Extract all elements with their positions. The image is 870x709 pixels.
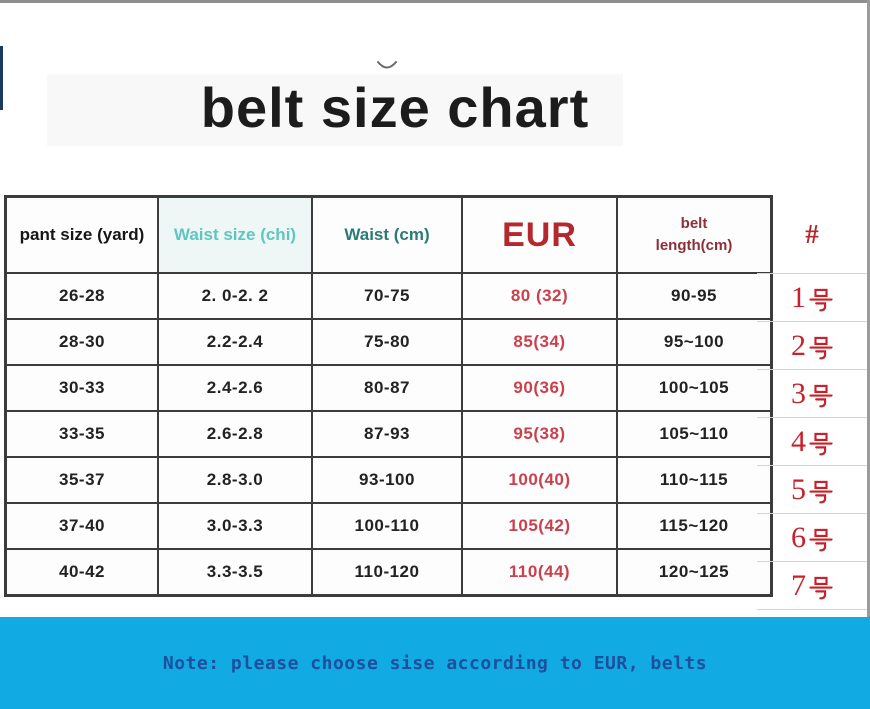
number-column-header: #: [805, 218, 819, 249]
footer-note-bar: Note: please choose sise according to EU…: [0, 617, 870, 709]
page-title: belt size chart: [200, 76, 590, 139]
cell-waist-size-chi: 3.3-3.5: [157, 548, 313, 597]
size-number-digit: 1: [791, 280, 806, 314]
table-row: 26-28 2. 0-2. 2 70-75 80 (32) 90-95: [4, 272, 773, 320]
hao-character-icon: [809, 384, 833, 407]
cell-belt-length: 115~120: [616, 502, 773, 550]
size-number-digit: 6: [791, 520, 806, 554]
cell-waist-size-chi: 2.4-2.6: [157, 364, 313, 412]
cell-waist-cm: 110-120: [311, 548, 463, 597]
cell-waist-cm: 75-80: [311, 318, 463, 366]
cell-pant-size: 33-35: [4, 410, 159, 458]
cell-eur: 110(44): [461, 548, 618, 597]
cell-eur: 85(34): [461, 318, 618, 366]
cell-waist-size-chi: 2.2-2.4: [157, 318, 313, 366]
cell-pant-size: 40-42: [4, 548, 159, 597]
left-edge-accent: [0, 46, 3, 110]
size-number-item: 4: [757, 417, 867, 465]
cell-eur: 95(38): [461, 410, 618, 458]
size-number-digit: 2: [791, 328, 806, 362]
table-row: 37-40 3.0-3.3 100-110 105(42) 115~120: [4, 502, 773, 550]
table-row: 33-35 2.6-2.8 87-93 95(38) 105~110: [4, 410, 773, 458]
column-header-pant-size: pant size (yard): [4, 195, 159, 274]
size-number-item: 1: [757, 273, 867, 321]
hao-character-icon: [809, 576, 833, 599]
chevron-down-icon: [376, 60, 398, 73]
column-header-eur: EUR: [461, 195, 618, 274]
cell-belt-length: 105~110: [616, 410, 773, 458]
size-number-column: # 1 2 3 4 5 6 7: [757, 195, 867, 610]
cell-eur: 105(42): [461, 502, 618, 550]
cell-belt-length: 90-95: [616, 272, 773, 320]
table-row: 35-37 2.8-3.0 93-100 100(40) 110~115: [4, 456, 773, 504]
cell-belt-length: 120~125: [616, 548, 773, 597]
cell-eur: 90(36): [461, 364, 618, 412]
size-number-digit: 7: [791, 568, 806, 602]
size-number-item: 2: [757, 321, 867, 369]
size-number-item: 7: [757, 561, 867, 610]
table-row: 30-33 2.4-2.6 80-87 90(36) 100~105: [4, 364, 773, 412]
cell-waist-cm: 70-75: [311, 272, 463, 320]
cell-belt-length: 110~115: [616, 456, 773, 504]
hao-character-icon: [809, 528, 833, 551]
size-number-item: 3: [757, 369, 867, 417]
table-header-row: pant size (yard) Waist size (chi) Waist (c…: [4, 195, 773, 274]
column-header-waist-cm: Waist (cm): [311, 195, 463, 274]
column-header-waist-size-chi: Waist size (chi): [157, 195, 313, 274]
size-number-item: 6: [757, 513, 867, 561]
cell-waist-size-chi: 2. 0-2. 2: [157, 272, 313, 320]
cell-waist-cm: 93-100: [311, 456, 463, 504]
hao-character-icon: [809, 480, 833, 503]
belt-size-table: pant size (yard) Waist size (chi) Waist (c…: [4, 195, 773, 597]
cell-pant-size: 35-37: [4, 456, 159, 504]
right-edge-bar: [867, 0, 870, 618]
hao-character-icon: [809, 432, 833, 455]
cell-pant-size: 26-28: [4, 272, 159, 320]
hao-character-icon: [809, 288, 833, 311]
hao-character-icon: [809, 336, 833, 359]
cell-belt-length: 95~100: [616, 318, 773, 366]
size-number-digit: 4: [791, 424, 806, 458]
size-number-digit: 3: [791, 376, 806, 410]
cell-pant-size: 37-40: [4, 502, 159, 550]
cell-waist-cm: 80-87: [311, 364, 463, 412]
cell-eur: 80 (32): [461, 272, 618, 320]
cell-waist-size-chi: 2.6-2.8: [157, 410, 313, 458]
cell-belt-length: 100~105: [616, 364, 773, 412]
cell-pant-size: 30-33: [4, 364, 159, 412]
cell-waist-size-chi: 3.0-3.3: [157, 502, 313, 550]
cell-pant-size: 28-30: [4, 318, 159, 366]
top-edge-bar: [0, 0, 870, 3]
footer-note: Note: please choose sise according to EU…: [162, 652, 708, 674]
cell-waist-cm: 87-93: [311, 410, 463, 458]
table-row: 28-30 2.2-2.4 75-80 85(34) 95~100: [4, 318, 773, 366]
size-number-item: 5: [757, 465, 867, 513]
title-background: [47, 74, 623, 146]
size-number-digit: 5: [791, 472, 806, 506]
cell-waist-cm: 100-110: [311, 502, 463, 550]
column-header-belt-length: belt length(cm): [616, 195, 773, 274]
cell-eur: 100(40): [461, 456, 618, 504]
table-row: 40-42 3.3-3.5 110-120 110(44) 120~125: [4, 548, 773, 597]
cell-waist-size-chi: 2.8-3.0: [157, 456, 313, 504]
